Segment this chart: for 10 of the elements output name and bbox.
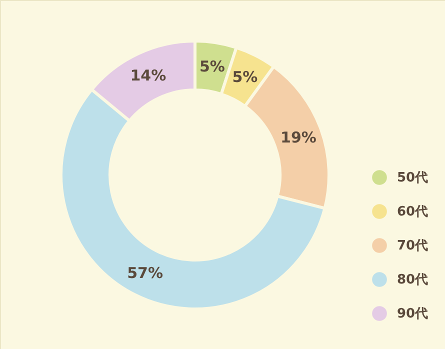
legend-label: 90代 [397,306,428,322]
legend-label: 60代 [397,204,428,220]
data-label: 5% [232,68,258,86]
legend-label: 50代 [397,170,428,186]
data-label: 5% [199,57,225,76]
data-label: 19% [280,128,316,147]
data-label: 14% [130,66,166,84]
legend-label: 80代 [397,272,428,288]
data-label: 57% [127,264,164,282]
legend-label: 70代 [397,238,428,254]
